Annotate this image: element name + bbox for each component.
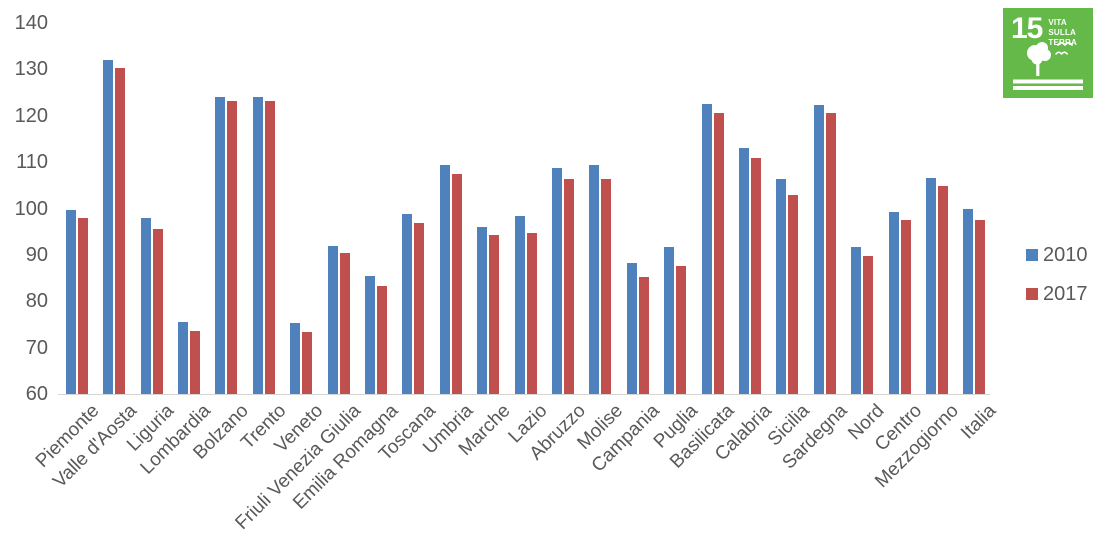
bar-2010-sicilia (776, 178, 787, 394)
bar-2017-calabria (750, 157, 761, 394)
bar-2017-campania (638, 276, 649, 394)
legend-swatch-2010 (1026, 249, 1038, 261)
bar-2010-trento (252, 97, 263, 394)
bar-2017-italia (975, 220, 986, 394)
bar-2017-sicilia (788, 195, 799, 394)
sdg-goal-title-line1: VITA (1048, 18, 1067, 27)
sdg-goal-number: 15 (1011, 12, 1043, 45)
bar-2017-friuli-venezia-giulia (339, 253, 350, 394)
bar-2010-sardegna (813, 105, 824, 394)
sdg-goal-15-badge: 15 VITA SULLA TERRA (1003, 8, 1093, 98)
bar-2010-abruzzo (551, 167, 562, 394)
bar-2017-toscana (414, 222, 425, 394)
legend-item-2010: 2010 (1026, 244, 1088, 266)
legend-label-2017: 2017 (1043, 283, 1088, 305)
bar-2010-italia (963, 208, 974, 394)
legend-swatch-2017 (1026, 288, 1038, 300)
bar-2010-nord (851, 246, 862, 394)
bar-2010-liguria (140, 217, 151, 394)
bar-2017-valle-d-aosta (115, 67, 126, 394)
y-tick-label: 140 (14, 12, 48, 34)
bar-2017-puglia (676, 266, 687, 394)
bar-2017-veneto (302, 331, 313, 394)
tree-and-birds-icon (1013, 41, 1083, 90)
bar-2017-abruzzo (563, 179, 574, 394)
bar-2017-emilia-romagna (376, 286, 387, 394)
legend-label-2010: 2010 (1043, 244, 1088, 266)
bar-2010-lombardia (177, 322, 188, 394)
bar-2017-molise (601, 178, 612, 394)
legend: 2010 2017 (1026, 244, 1088, 322)
y-tick-label: 60 (25, 383, 48, 405)
bar-2010-umbria (439, 164, 450, 394)
bar-2010-friuli-venezia-giulia (327, 245, 338, 394)
x-axis-line (58, 394, 990, 395)
bar-2010-mezzogiorno (925, 178, 936, 394)
bar-2010-lazio (514, 215, 525, 394)
bar-2017-piemonte (77, 217, 88, 394)
bar-2010-emilia-romagna (364, 275, 375, 394)
bar-2010-toscana (402, 213, 413, 394)
bar-2010-basilicata (701, 104, 712, 394)
bar-2010-veneto (290, 322, 301, 394)
bar-2017-mezzogiorno (937, 186, 948, 394)
bar-2010-centro (888, 211, 899, 394)
bar-2010-marche (477, 227, 488, 394)
bar-2017-umbria (451, 174, 462, 394)
bar-2010-campania (626, 262, 637, 394)
bar-2017-bolzano (227, 101, 238, 394)
legend-item-2017: 2017 (1026, 283, 1088, 305)
y-tick-label: 100 (14, 197, 48, 220)
bar-2010-molise (589, 165, 600, 394)
y-tick-label: 90 (25, 243, 48, 266)
bar-2010-piemonte (65, 210, 76, 394)
bar-2017-sardegna (825, 113, 836, 394)
y-tick-label: 110 (16, 151, 48, 174)
y-tick-label: 70 (25, 336, 48, 359)
bar-2010-calabria (738, 148, 749, 394)
bar-2017-lazio (526, 232, 537, 394)
bar-2017-centro (900, 220, 911, 394)
bar-2010-valle-d-aosta (103, 59, 114, 394)
bar-2010-puglia (664, 246, 675, 394)
bar-2017-trento (264, 101, 275, 394)
bar-2017-basilicata (713, 112, 724, 394)
bar-2017-lombardia (189, 331, 200, 394)
bar-2017-marche (489, 235, 500, 394)
bar-2017-nord (863, 256, 874, 394)
bar-2017-liguria (152, 228, 163, 394)
bar-2010-bolzano (215, 97, 226, 394)
y-tick-label: 80 (25, 290, 48, 313)
y-tick-label: 120 (14, 104, 48, 127)
x-label-italia: Italia (957, 400, 1001, 444)
y-tick-label: 130 (14, 58, 48, 81)
